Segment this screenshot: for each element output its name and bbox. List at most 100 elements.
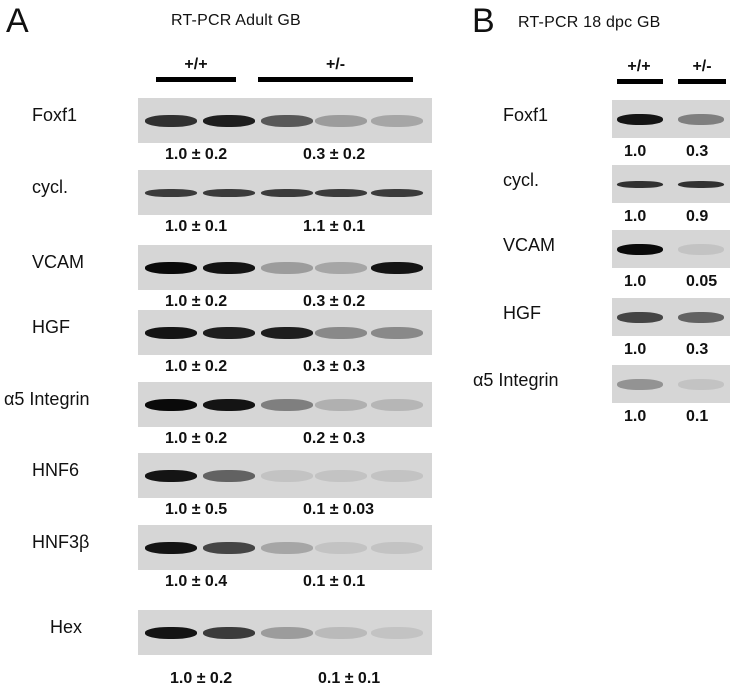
gel-band (678, 243, 724, 255)
gel-band (203, 326, 255, 339)
gel-strip (138, 310, 432, 355)
panel-a-letter: A (6, 2, 29, 40)
value-het: 0.1 (686, 408, 709, 425)
gel-band (145, 541, 197, 554)
value-wt: 1.0 ± 0.2 (170, 670, 233, 687)
panel-b-genotype-wt-bar (617, 79, 663, 84)
gel-band (678, 113, 724, 125)
gel-band (678, 180, 724, 188)
gel-band (617, 113, 663, 125)
gene-label: HGF (503, 303, 541, 323)
gene-label: VCAM (503, 235, 556, 255)
gel-band (371, 261, 423, 274)
gel-strip (138, 98, 432, 143)
gene-label: α5 Integrin (4, 389, 90, 409)
value-het: 0.05 (686, 273, 718, 290)
panel-a-genotype-wt-bar (156, 77, 236, 82)
value-wt: 1.0 (624, 341, 647, 358)
gel-band (678, 378, 724, 390)
gel-band (145, 261, 197, 274)
value-het: 0.3 ± 0.2 (303, 146, 366, 163)
value-het: 0.1 ± 0.03 (303, 501, 375, 518)
panel-a-title: RT-PCR Adult GB (171, 12, 301, 29)
gel-band (315, 541, 367, 554)
value-het: 0.9 (686, 208, 709, 225)
gel-band (371, 541, 423, 554)
gel-band (145, 626, 197, 639)
value-wt: 1.0 ± 0.2 (165, 430, 228, 447)
gel-strip (138, 245, 432, 290)
value-wt: 1.0 (624, 208, 647, 225)
value-het: 1.1 ± 0.1 (303, 218, 366, 235)
value-wt: 1.0 ± 0.2 (165, 358, 228, 375)
gel-band (371, 398, 423, 411)
value-wt: 1.0 ± 0.5 (165, 501, 228, 518)
value-het: 0.3 (686, 341, 709, 358)
value-wt: 1.0 ± 0.2 (165, 146, 228, 163)
gene-label: Foxf1 (32, 105, 78, 125)
value-het: 0.3 ± 0.3 (303, 358, 366, 375)
gel-band (145, 114, 197, 127)
gene-label: VCAM (32, 252, 85, 272)
panel-b-title: RT-PCR 18 dpc GB (518, 14, 661, 31)
value-het: 0.3 (686, 143, 709, 160)
gene-label: cycl. (503, 170, 539, 190)
gel-strip (612, 298, 730, 336)
gel-band (261, 398, 313, 411)
value-het: 0.1 ± 0.1 (318, 670, 381, 687)
gel-strip (138, 170, 432, 215)
gel-band (261, 326, 313, 339)
panel-a-genotype-het: +/- (325, 56, 346, 73)
gel-band (261, 188, 313, 197)
gene-label: HGF (32, 317, 70, 337)
gene-label: cycl. (32, 177, 68, 197)
gel-strip (138, 453, 432, 498)
panel-b-genotype-het-bar (678, 79, 726, 84)
panel-a-genotype-het-bar (258, 77, 413, 82)
gel-strip (138, 610, 432, 655)
gene-label: HNF6 (32, 460, 80, 480)
gel-band (145, 469, 197, 482)
value-het: 0.3 ± 0.2 (303, 293, 366, 310)
gene-label: HNF3β (32, 532, 90, 552)
gel-band (617, 180, 663, 188)
panel-b-genotype-wt: +/+ (627, 58, 651, 75)
panel-b-genotype-het: +/- (692, 58, 712, 75)
value-wt: 1.0 ± 0.4 (165, 573, 228, 590)
value-het: 0.2 ± 0.3 (303, 430, 366, 447)
gel-band (203, 114, 255, 127)
gel-band (315, 398, 367, 411)
gel-strip (138, 525, 432, 570)
gel-band (145, 326, 197, 339)
value-wt: 1.0 ± 0.1 (165, 218, 228, 235)
gel-band (315, 261, 367, 274)
gel-band (203, 398, 255, 411)
gel-band (617, 311, 663, 323)
gel-band (617, 243, 663, 255)
gel-band (617, 378, 663, 390)
value-wt: 1.0 (624, 143, 647, 160)
gene-label: α5 Integrin (473, 370, 559, 390)
gel-band (371, 114, 423, 127)
gel-band (371, 626, 423, 639)
gel-band (371, 326, 423, 339)
gel-band (315, 326, 367, 339)
gel-band (315, 469, 367, 482)
gel-band (203, 188, 255, 197)
gene-label: Foxf1 (503, 105, 549, 125)
gel-band (203, 469, 255, 482)
value-wt: 1.0 ± 0.2 (165, 293, 228, 310)
gel-band (261, 261, 313, 274)
gene-label: Hex (50, 617, 83, 637)
gel-band (261, 626, 313, 639)
gel-band (371, 469, 423, 482)
value-wt: 1.0 (624, 408, 647, 425)
gel-band (261, 469, 313, 482)
gel-strip (612, 365, 730, 403)
value-het: 0.1 ± 0.1 (303, 573, 366, 590)
panel-a-genotype-wt: +/+ (184, 56, 208, 73)
gel-band (315, 188, 367, 197)
gel-band (315, 114, 367, 127)
gel-band (203, 626, 255, 639)
gel-band (371, 188, 423, 197)
